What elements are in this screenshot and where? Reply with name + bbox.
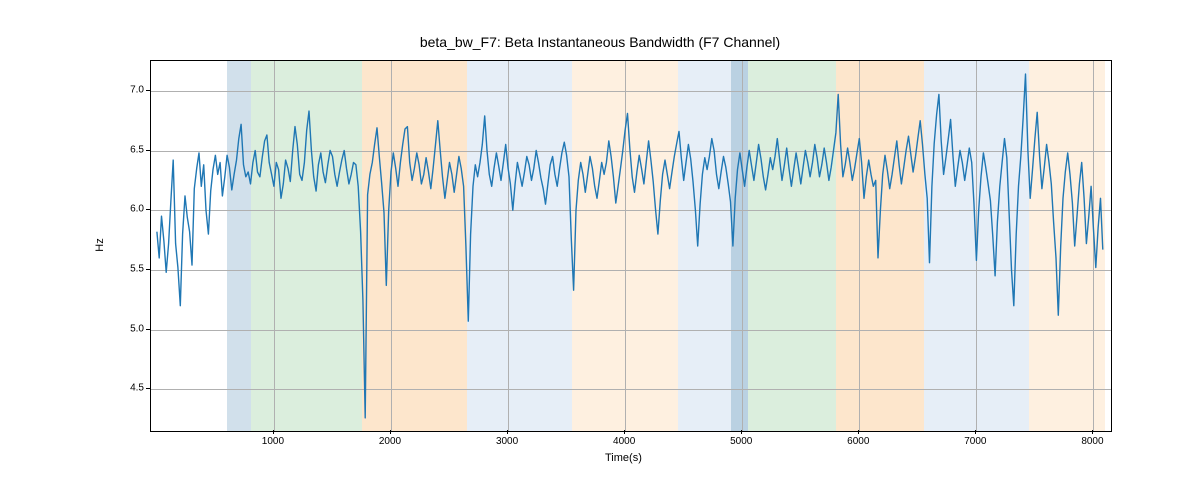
xtick-label: 2000 [379, 436, 401, 447]
xtick-mark [273, 430, 274, 434]
series-path [157, 74, 1103, 418]
y-axis-label: Hz [94, 238, 106, 251]
ytick-label: 4.5 [120, 383, 144, 394]
x-axis-label: Time(s) [605, 452, 642, 464]
xtick-mark [507, 430, 508, 434]
xtick-mark [624, 430, 625, 434]
xtick-label: 5000 [730, 436, 752, 447]
ytick-mark [146, 269, 150, 270]
xtick-mark [741, 430, 742, 434]
xtick-label: 4000 [613, 436, 635, 447]
xtick-label: 3000 [496, 436, 518, 447]
ytick-label: 7.0 [120, 84, 144, 95]
ytick-label: 6.0 [120, 204, 144, 215]
series-line [151, 61, 1111, 431]
ytick-label: 5.5 [120, 263, 144, 274]
figure: beta_bw_F7: Beta Instantaneous Bandwidth… [0, 0, 1200, 500]
ytick-mark [146, 209, 150, 210]
xtick-mark [975, 430, 976, 434]
xtick-mark [858, 430, 859, 434]
ytick-mark [146, 90, 150, 91]
xtick-label: 1000 [262, 436, 284, 447]
xtick-mark [390, 430, 391, 434]
xtick-label: 8000 [1081, 436, 1103, 447]
ytick-mark [146, 150, 150, 151]
ytick-mark [146, 388, 150, 389]
xtick-label: 7000 [964, 436, 986, 447]
ytick-mark [146, 329, 150, 330]
ytick-label: 6.5 [120, 144, 144, 155]
plot-area [150, 60, 1112, 432]
xtick-label: 6000 [847, 436, 869, 447]
chart-title: beta_bw_F7: Beta Instantaneous Bandwidth… [0, 34, 1200, 50]
xtick-mark [1092, 430, 1093, 434]
ytick-label: 5.0 [120, 323, 144, 334]
